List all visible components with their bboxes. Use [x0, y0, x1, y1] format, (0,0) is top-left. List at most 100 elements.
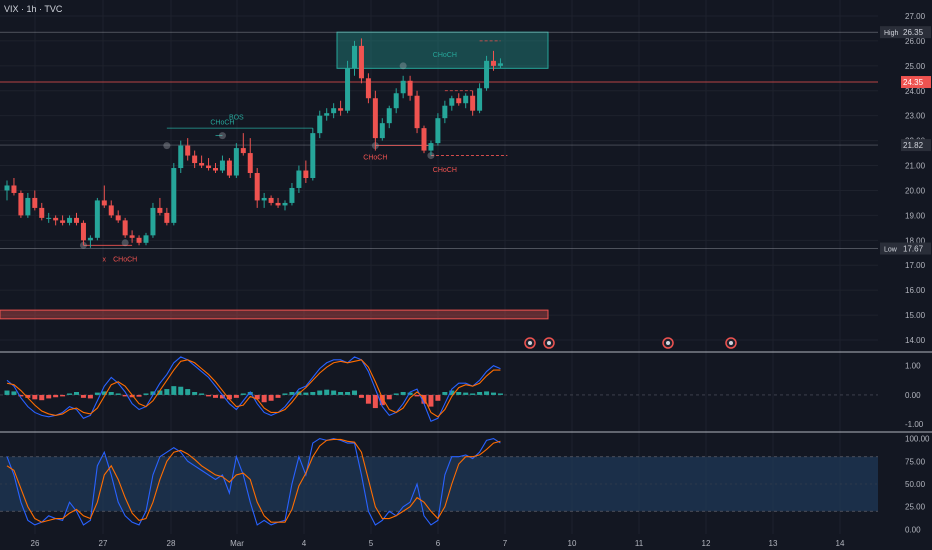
macd-histogram-bar — [435, 394, 441, 401]
x-tick-label: 10 — [568, 539, 577, 548]
macd-histogram-bar — [491, 392, 496, 395]
candle-body — [25, 197, 31, 216]
candle-body — [372, 98, 378, 139]
macd-histogram-bar — [226, 394, 232, 400]
macd-histogram-bar — [303, 392, 309, 395]
macd-histogram-bar — [400, 392, 406, 395]
candle-body — [32, 197, 38, 208]
candle-body — [407, 80, 413, 96]
candle-body — [213, 168, 218, 171]
macd-histogram-bar — [310, 392, 316, 395]
candle-body — [178, 145, 184, 169]
macd-histogram-bar — [268, 394, 274, 401]
candle-body — [275, 202, 281, 206]
candle-body — [324, 113, 330, 116]
symbol-label: VIX · 1h · TVC — [4, 4, 63, 14]
macd-histogram-bar — [87, 394, 93, 399]
candle-body — [261, 197, 267, 201]
macd-histogram-bar — [46, 394, 52, 399]
candle-body — [303, 170, 309, 178]
candle-body — [143, 235, 149, 243]
macd-histogram-bar — [393, 393, 399, 395]
structure-label: CHoCH — [363, 154, 387, 161]
candle-body — [247, 153, 253, 174]
candle-body — [289, 187, 295, 203]
macd-histogram-bar — [497, 393, 503, 395]
structure-label: CHoCH — [433, 52, 457, 59]
macd-histogram-bar — [428, 394, 434, 407]
macd-histogram-bar — [67, 393, 73, 395]
macd-histogram-bar — [101, 391, 107, 395]
high-label-bg — [880, 26, 901, 39]
candle-body — [115, 215, 121, 221]
macd-histogram-bar — [18, 394, 24, 397]
candle-body — [449, 98, 455, 106]
candle-body — [379, 123, 385, 139]
macd-histogram-bar — [407, 392, 413, 395]
supply-zone — [336, 31, 549, 69]
macd-histogram-bar — [199, 393, 205, 395]
x-tick-label: Mar — [230, 539, 244, 548]
candle-body — [331, 108, 337, 114]
marked-level-badge: 21.82 — [903, 141, 924, 150]
candle-body — [282, 202, 288, 206]
candle-body — [497, 63, 503, 66]
macd-histogram-bar — [32, 394, 38, 400]
y-tick-label: 14.00 — [905, 336, 926, 345]
macd-histogram-bar — [213, 394, 218, 398]
stoch-y-tick-label: 25.00 — [905, 503, 926, 512]
candle-body — [435, 118, 441, 144]
macd-histogram-bar — [108, 392, 114, 395]
candle-body — [46, 217, 52, 219]
macd-histogram-bar — [386, 394, 392, 400]
macd-histogram-bar — [157, 390, 163, 395]
candle-body — [171, 168, 177, 223]
y-tick-label: 19.00 — [905, 211, 926, 220]
macd-histogram-bar — [171, 386, 177, 395]
macd-histogram-bar — [331, 390, 337, 395]
candle-body — [206, 165, 212, 169]
candle-body — [4, 185, 10, 191]
macd-histogram-bar — [477, 392, 483, 395]
y-tick-label: 16.00 — [905, 286, 926, 295]
candle-body — [442, 105, 448, 119]
macd-histogram-bar — [4, 390, 10, 395]
macd-histogram-bar — [421, 394, 427, 404]
candle-body — [254, 173, 260, 201]
low-label-bg — [880, 242, 901, 255]
high-value-bg — [901, 26, 931, 39]
macd-y-tick-label: 1.00 — [905, 362, 921, 371]
low-value-bg — [901, 242, 931, 255]
x-tick-label: 7 — [503, 539, 508, 548]
macd-histogram-bar — [317, 390, 323, 395]
low-label: Low — [884, 247, 898, 254]
candle-body — [233, 148, 239, 176]
candle-body — [11, 185, 17, 193]
candle-body — [477, 88, 483, 111]
x-tick-label: 4 — [302, 539, 307, 548]
macd-histogram-bar — [129, 394, 135, 398]
macd-histogram-bar — [11, 391, 17, 395]
macd-histogram-bar — [289, 392, 295, 395]
macd-histogram-bar — [345, 392, 351, 395]
candle-body — [240, 148, 246, 154]
macd-histogram-bar — [122, 394, 128, 397]
candle-body — [185, 145, 191, 156]
event-marker-dot — [666, 341, 670, 345]
structure-label: CHoCH — [433, 167, 457, 174]
macd-histogram-bar — [185, 389, 191, 395]
x-tick-label: 5 — [369, 539, 374, 548]
candle-body — [226, 160, 232, 176]
candle-body — [268, 197, 274, 203]
candle-body — [345, 68, 351, 111]
macd-histogram-bar — [442, 392, 448, 395]
macd-histogram-bar — [178, 386, 184, 395]
y-tick-label: 23.00 — [905, 112, 926, 121]
x-tick-label: 6 — [436, 539, 441, 548]
macd-histogram-bar — [74, 392, 79, 395]
candle-body — [365, 78, 371, 99]
signal-line — [6, 359, 501, 418]
stoch-y-tick-label: 0.00 — [905, 525, 921, 534]
candle-body — [80, 222, 86, 241]
